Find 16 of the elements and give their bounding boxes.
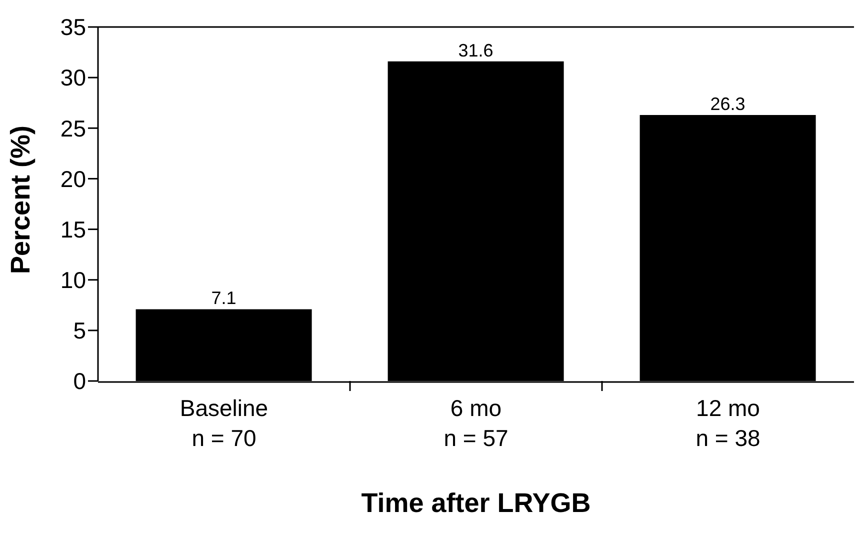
x-tick-label: Baseline n = 70 xyxy=(180,395,268,451)
x-tick-label: 6 mo n = 57 xyxy=(444,395,508,451)
y-tick-label: 20 xyxy=(60,166,86,192)
y-tick-label: 25 xyxy=(60,115,86,142)
y-tick-label: 35 xyxy=(60,14,86,40)
x-tick-label: 12 mo n = 38 xyxy=(696,395,760,451)
y-tick-label: 30 xyxy=(60,64,86,91)
y-tick-label: 15 xyxy=(60,216,86,242)
y-tick-label: 0 xyxy=(73,368,86,394)
y-axis-title: Percent (%) xyxy=(6,125,36,274)
y-tick-label: 5 xyxy=(73,318,86,344)
y-tick-label: 10 xyxy=(60,267,86,294)
x-axis-title: Time after LRYGB xyxy=(361,488,591,518)
data-label: 31.6 xyxy=(458,40,494,60)
data-label: 26.3 xyxy=(710,94,746,114)
data-label: 7.1 xyxy=(211,288,236,308)
